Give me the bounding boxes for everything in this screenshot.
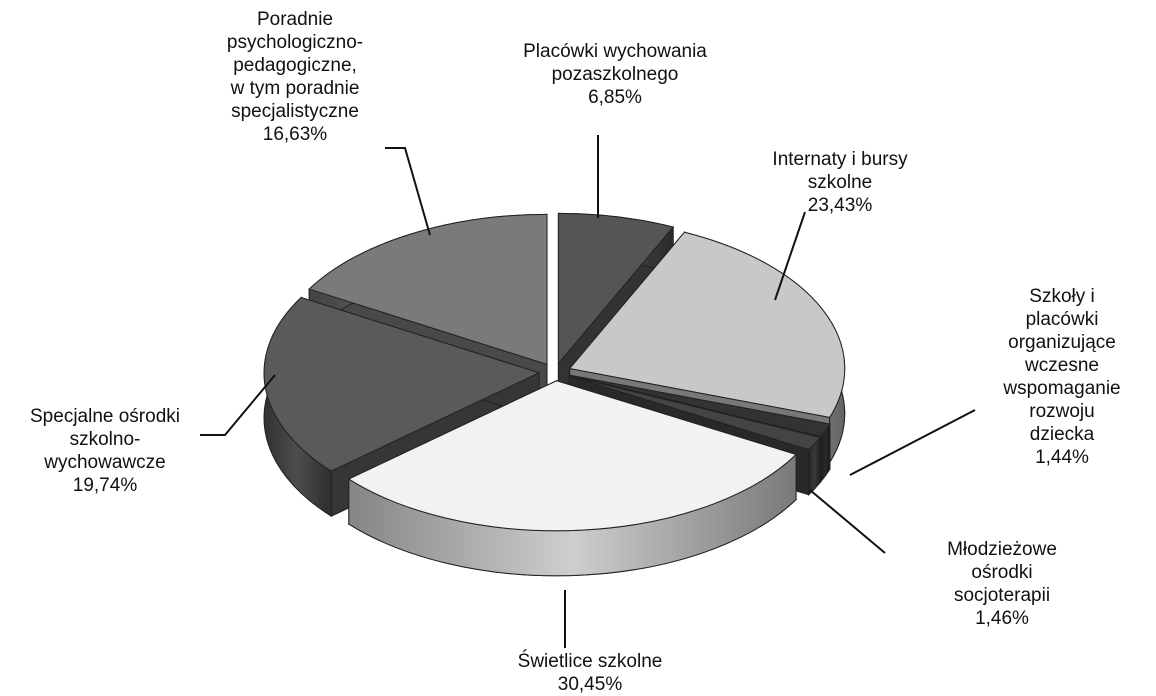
slice-label: Świetlice szkolne 30,45%: [518, 650, 663, 696]
slice-label: Szkoły i placówki organizujące wczesne w…: [1003, 285, 1120, 469]
slice: [569, 375, 822, 451]
slice: [308, 213, 548, 366]
value-label: 16,63%: [262, 124, 328, 145]
category-label: Placówki wychowania pozaszkolnego: [523, 41, 707, 85]
value-label: 23,43%: [807, 195, 873, 216]
slice-label: Placówki wychowania pozaszkolnego 6,85%: [523, 40, 707, 109]
value-label: 30,45%: [557, 674, 623, 695]
slice-label: Specjalne ośrodki szkolno- wychowawcze 19…: [30, 405, 180, 497]
category-label: Świetlice szkolne: [517, 651, 663, 672]
value-label: 1,44%: [1035, 447, 1089, 468]
leader-line: [385, 147, 431, 236]
category-label: Specjalne ośrodki szkolno- wychowawcze: [30, 406, 180, 473]
leader-line: [849, 409, 976, 476]
leader-line: [200, 374, 276, 436]
category-label: Internaty i bursy szkolne: [772, 149, 908, 193]
category-label: Młodzieżowe ośrodki socjoterapii: [947, 539, 1057, 606]
category-label: Poradnie psychologiczno- pedagogiczne, w…: [226, 9, 364, 122]
leader-line: [809, 489, 886, 554]
leader-line: [774, 211, 806, 301]
category-label: Szkoły i placówki organizujące wczesne w…: [1003, 286, 1121, 445]
value-label: 19,74%: [72, 475, 138, 496]
value-label: 6,85%: [588, 87, 642, 108]
slice: [347, 380, 798, 532]
value-label: 1,46%: [975, 608, 1029, 629]
slice-label: Internaty i bursy szkolne 23,43%: [772, 148, 907, 217]
slice-label: Młodzieżowe ośrodki socjoterapii 1,46%: [925, 538, 1079, 630]
slice-label: Poradnie psychologiczno- pedagogiczne, w…: [227, 8, 363, 146]
slice: [557, 212, 675, 365]
slice: [568, 231, 846, 418]
slice: [569, 374, 831, 438]
